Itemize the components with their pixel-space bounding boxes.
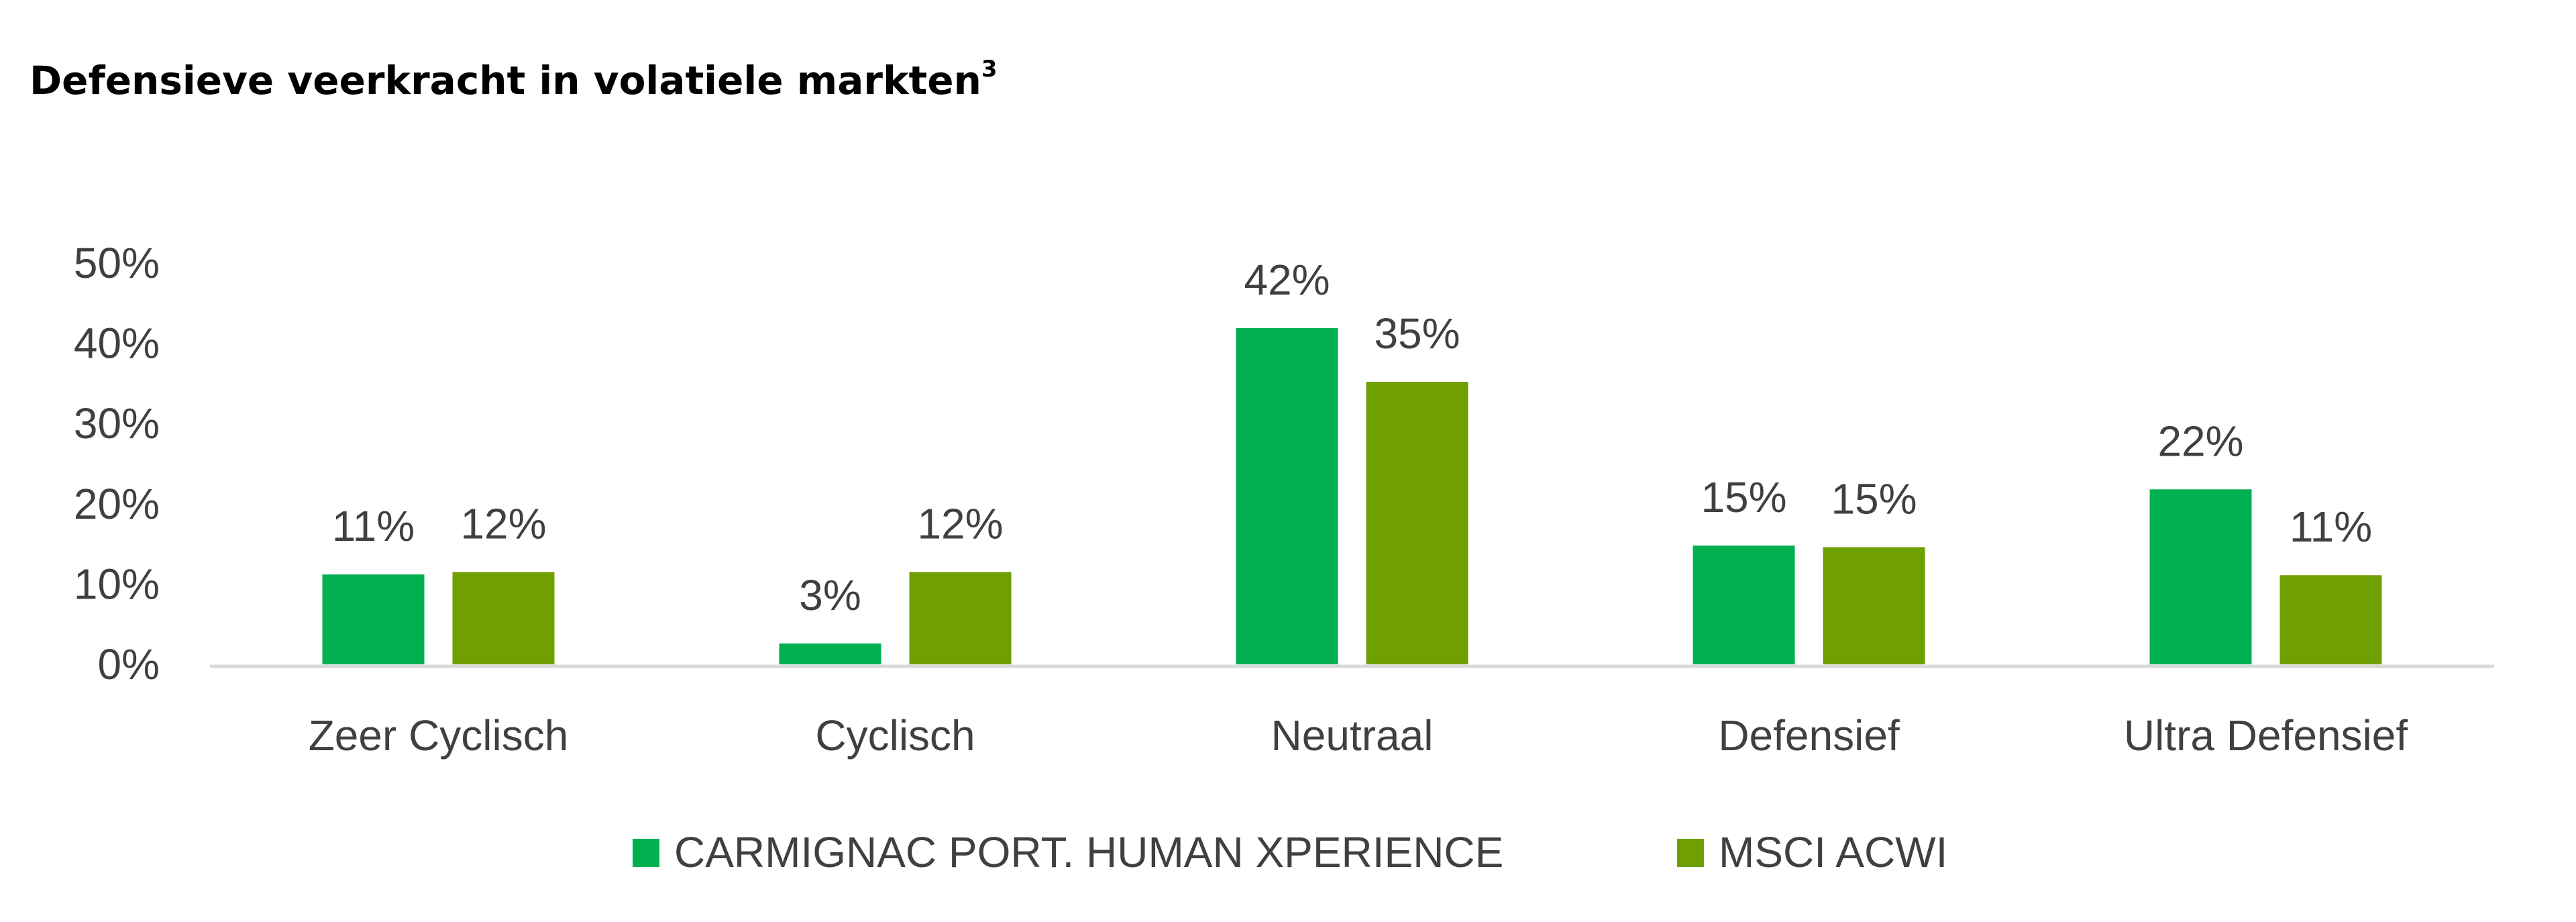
data-label: 15% <box>1831 474 1917 523</box>
bar <box>2279 575 2382 664</box>
x-tick-label: Cyclisch <box>815 711 975 760</box>
legend-swatch <box>633 839 659 867</box>
bar <box>1366 382 1468 664</box>
y-tick-label: 30% <box>74 399 160 448</box>
y-axis: 0% 10% 20% 30% 40% 50% <box>74 239 160 688</box>
data-label: 11% <box>2290 503 2372 551</box>
legend: CARMIGNAC PORT. HUMAN XPERIENCE MSCI ACWI <box>633 828 1947 876</box>
x-tick-label: Neutraal <box>1271 711 1434 760</box>
bar <box>452 572 555 664</box>
data-label: 15% <box>1701 473 1786 521</box>
x-axis: Zeer Cyclisch Cyclisch Neutraal Defensief Ul… <box>309 711 2408 760</box>
bar <box>1693 545 1795 664</box>
bar <box>779 643 881 664</box>
y-tick-label: 20% <box>74 480 160 528</box>
y-tick-label: 50% <box>74 239 160 287</box>
data-label: 12% <box>460 499 546 548</box>
chart-title: Defensieve veerkracht in volatiele markt… <box>30 56 998 103</box>
bars: 11% 12% 3% 12% 42% 35% 15% 15% 22% 11% <box>322 256 2382 664</box>
y-tick-label: 40% <box>74 319 160 368</box>
y-tick-label: 0% <box>98 640 160 688</box>
legend-label: MSCI ACWI <box>1719 828 1947 876</box>
data-label: 11% <box>332 502 415 550</box>
data-label: 3% <box>799 571 861 619</box>
y-tick-label: 10% <box>74 560 160 608</box>
chart-title-superscript: 3 <box>981 56 998 83</box>
x-tick-label: Ultra Defensief <box>2124 711 2408 760</box>
x-tick-label: Defensief <box>1718 711 1900 760</box>
x-tick-label: Zeer Cyclisch <box>309 711 569 760</box>
bar <box>322 574 425 664</box>
legend-swatch <box>1677 839 1704 867</box>
data-label: 42% <box>1244 256 1330 304</box>
chart-title-text: Defensieve veerkracht in volatiele markt… <box>30 58 981 103</box>
bar <box>1823 547 1925 664</box>
bar <box>1236 327 1338 664</box>
data-label: 35% <box>1374 309 1460 358</box>
data-label: 22% <box>2157 417 2243 465</box>
bar <box>909 572 1012 664</box>
legend-label: CARMIGNAC PORT. HUMAN XPERIENCE <box>674 828 1503 876</box>
bar <box>2149 489 2252 664</box>
data-label: 12% <box>917 499 1003 548</box>
